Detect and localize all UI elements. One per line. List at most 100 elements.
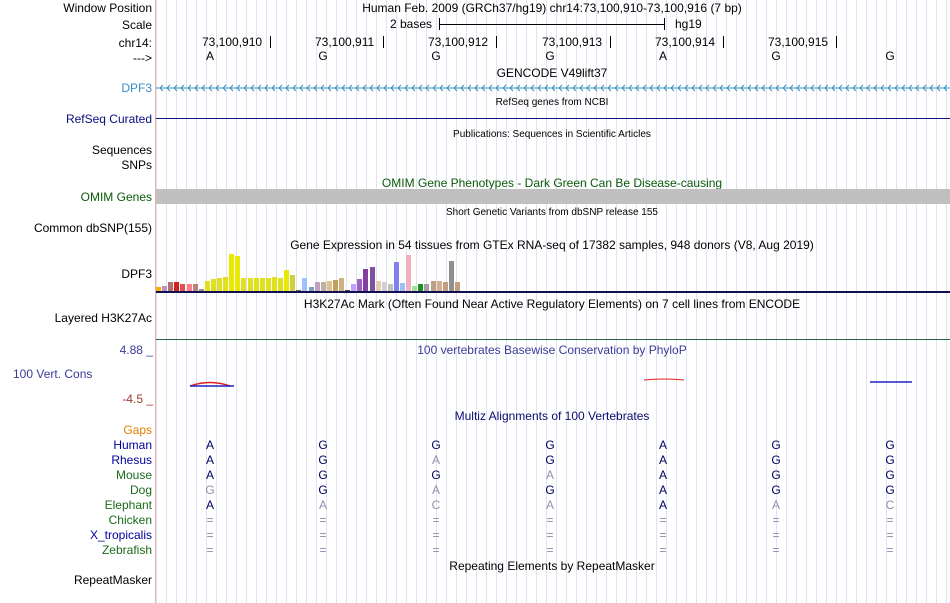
gtex-tissue-bar[interactable] [448, 261, 454, 292]
gtex-tissue-bar[interactable] [265, 278, 271, 292]
gtex-tissue-bar[interactable] [271, 277, 277, 292]
species-label-mouse[interactable]: Mouse [115, 468, 152, 482]
gtex-tissue-bar[interactable] [180, 284, 186, 292]
gtex-tissue-bar[interactable] [363, 269, 369, 292]
publications-label-snps[interactable]: SNPs [121, 158, 152, 172]
grid-line [256, 0, 257, 603]
grid-line [866, 0, 867, 603]
publications-label-sequences[interactable]: Sequences [91, 143, 152, 157]
gtex-title: Gene Expression in 54 tissues from GTEx … [290, 238, 814, 252]
species-label-human[interactable]: Human [113, 438, 152, 452]
gtex-tissue-bar[interactable] [253, 278, 259, 292]
gtex-tissue-bar[interactable] [192, 284, 198, 292]
gtex-tissue-bar[interactable] [229, 254, 235, 292]
species-label-zebrafish[interactable]: Zebrafish [101, 543, 152, 557]
grid-line [926, 0, 927, 603]
grid-line [576, 0, 577, 603]
gtex-tissue-bar[interactable] [156, 287, 161, 292]
cons-label[interactable]: 100 Vert. Cons [13, 367, 93, 381]
grid-line [386, 0, 387, 603]
refseq-gene-line[interactable] [156, 118, 950, 119]
gtex-tissue-bar[interactable] [418, 284, 424, 292]
gtex-tissue-bar[interactable] [314, 282, 320, 292]
species-label-chicken[interactable]: Chicken [108, 513, 152, 527]
grid-line [796, 0, 797, 603]
multiz-title: Multiz Alignments of 100 Vertebrates [454, 409, 650, 423]
repeatmasker-label[interactable]: RepeatMasker [73, 573, 152, 587]
gencode-gene-dpf3[interactable] [156, 82, 950, 94]
ruler-tick [610, 36, 611, 48]
window-position-label: Window Position [63, 1, 152, 15]
grid-line [346, 0, 347, 603]
gtex-baseline [156, 291, 950, 293]
gtex-tissue-bar[interactable] [369, 267, 375, 292]
grid-line [246, 0, 247, 603]
gtex-tissue-bar[interactable] [406, 255, 412, 292]
gencode-label[interactable]: DPF3 [121, 81, 152, 95]
sequence-base: A [205, 49, 214, 63]
gtex-tissue-bar[interactable] [247, 278, 253, 292]
gtex-tissue-bar[interactable] [436, 281, 442, 292]
gtex-tissue-bar[interactable] [204, 281, 210, 292]
gtex-tissue-bar[interactable] [174, 282, 180, 292]
gtex-tissue-bar[interactable] [223, 277, 229, 292]
grid-line [686, 0, 687, 603]
alignment-base: G [885, 438, 895, 452]
gtex-tissue-bar[interactable] [308, 287, 314, 292]
gtex-tissue-bar[interactable] [241, 278, 247, 292]
gtex-tissue-bar[interactable] [198, 289, 204, 292]
gtex-tissue-bar[interactable] [400, 283, 405, 292]
gtex-tissue-bar[interactable] [278, 278, 283, 292]
alignment-base: G [771, 453, 781, 467]
gtex-tissue-bar[interactable] [332, 280, 338, 292]
gtex-tissue-bar[interactable] [290, 275, 296, 292]
gtex-tissue-bar[interactable] [320, 282, 326, 292]
gtex-tissue-bar[interactable] [357, 279, 363, 292]
gtex-label[interactable]: DPF3 [121, 267, 152, 281]
gtex-tissue-bar[interactable] [430, 281, 436, 292]
gtex-bar-chart[interactable] [156, 252, 950, 292]
refseq-label[interactable]: RefSeq Curated [65, 112, 152, 126]
h3k27ac-label[interactable]: Layered H3K27Ac [54, 311, 152, 325]
species-label-x_tropicalis[interactable]: X_tropicalis [89, 528, 152, 542]
grid-line [636, 0, 637, 603]
gtex-tissue-bar[interactable] [442, 282, 448, 292]
assembly-position-text: Human Feb. 2009 (GRCh37/hg19) chr14:73,1… [362, 1, 742, 15]
grid-line [226, 0, 227, 603]
gtex-tissue-bar[interactable] [339, 278, 344, 292]
alignment-base: = [772, 528, 780, 542]
cons-graph[interactable] [156, 376, 950, 390]
dbsnp-label[interactable]: Common dbSNP(155) [33, 221, 152, 235]
omim-phenotype-bar[interactable] [156, 189, 950, 204]
multiz-gaps-label: Gaps [123, 423, 152, 437]
gtex-tissue-bar[interactable] [217, 278, 222, 292]
gtex-tissue-bar[interactable] [302, 278, 308, 292]
alignment-base: G [885, 453, 895, 467]
gtex-tissue-bar[interactable] [393, 262, 399, 292]
gtex-tissue-bar[interactable] [168, 282, 174, 292]
grid-line [776, 0, 777, 603]
gtex-tissue-bar[interactable] [186, 284, 192, 292]
grid-line [296, 0, 297, 603]
gtex-tissue-bar[interactable] [424, 284, 430, 292]
gtex-tissue-bar[interactable] [375, 281, 381, 292]
h3k27ac-signal-line [156, 339, 950, 340]
alignment-base: A [545, 498, 554, 512]
gtex-tissue-bar[interactable] [326, 281, 332, 292]
gtex-tissue-bar[interactable] [210, 279, 216, 292]
species-label-rhesus[interactable]: Rhesus [111, 453, 152, 467]
species-label-dog[interactable]: Dog [129, 483, 152, 497]
gtex-tissue-bar[interactable] [259, 278, 265, 292]
alignment-base: = [206, 528, 214, 542]
gtex-tissue-bar[interactable] [454, 282, 460, 292]
omim-label[interactable]: OMIM Genes [80, 190, 152, 204]
gtex-tissue-bar[interactable] [412, 286, 418, 292]
gtex-tissue-bar[interactable] [284, 270, 290, 292]
gtex-tissue-bar[interactable] [162, 286, 168, 292]
gtex-tissue-bar[interactable] [235, 256, 241, 292]
gtex-tissue-bar[interactable] [351, 284, 357, 292]
gtex-tissue-bar[interactable] [381, 282, 387, 292]
species-label-elephant[interactable]: Elephant [104, 498, 152, 512]
gtex-tissue-bar[interactable] [387, 284, 393, 292]
sequence-base: G [318, 49, 328, 63]
